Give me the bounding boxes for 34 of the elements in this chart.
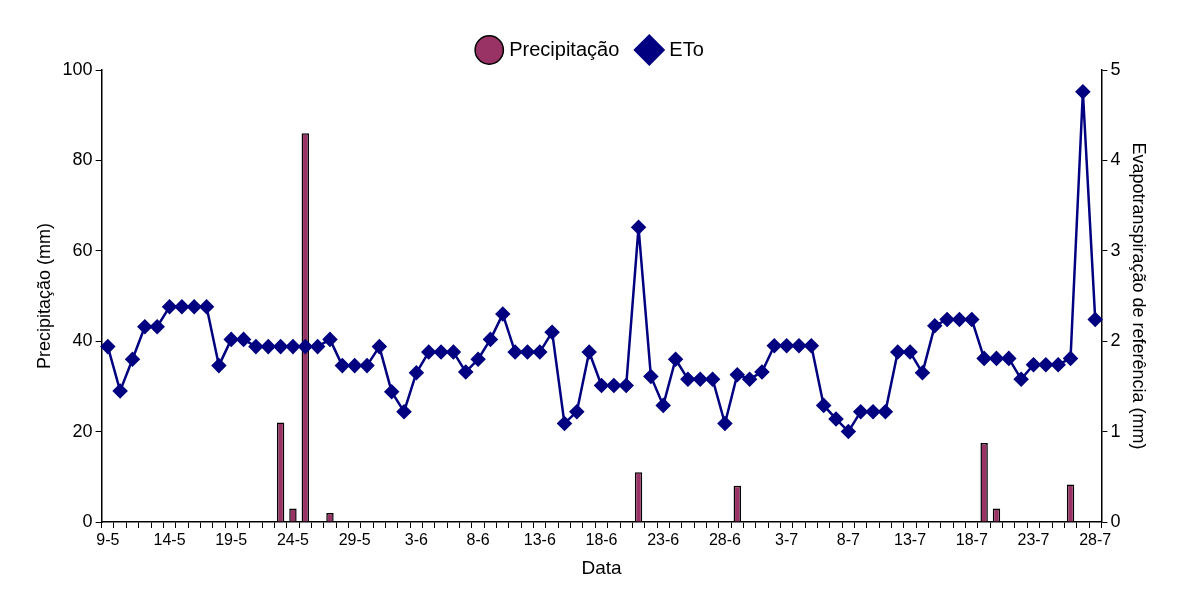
y-tick-label: 60 — [72, 239, 93, 260]
y-tick-label: 20 — [72, 420, 93, 441]
x-axis-title: Data — [581, 556, 623, 578]
x-tick-label: 28-7 — [1079, 531, 1112, 549]
x-tick-label: 3-7 — [775, 531, 799, 549]
x-tick-label: 23-6 — [647, 531, 680, 549]
x-tick-label: 3-6 — [404, 531, 429, 549]
x-tick-label: 8-6 — [466, 531, 490, 549]
x-tick-label: 14-5 — [153, 531, 186, 549]
x-tick-label: 24-5 — [276, 531, 310, 549]
y-tick-label: 100 — [62, 58, 93, 79]
y2-tick-label: 4 — [1110, 149, 1121, 170]
x-tick-label: 19-5 — [215, 531, 248, 549]
y-axis-title: Precipitação (mm) — [33, 222, 54, 370]
legend-label: ETo — [669, 37, 704, 60]
x-tick-label: 13-7 — [894, 531, 927, 549]
x-tick-label: 28-6 — [708, 531, 742, 549]
x-tick-label: 9-5 — [96, 531, 120, 549]
y-tick-label: 0 — [82, 510, 93, 531]
y2-tick-label: 2 — [1110, 330, 1121, 351]
y2-tick-label: 5 — [1110, 58, 1121, 79]
y2-tick-label: 3 — [1110, 239, 1121, 260]
y2-tick-label: 1 — [1110, 420, 1121, 441]
y-tick-label: 40 — [72, 330, 93, 351]
x-tick-label: 18-7 — [955, 531, 988, 549]
y2-axis-title: Evapotranspiração de referência (mm) — [1129, 142, 1150, 450]
x-tick-label: 29-5 — [338, 531, 371, 549]
y-tick-label: 80 — [72, 149, 93, 170]
x-tick-label: 8-7 — [836, 531, 861, 549]
x-tick-label: 18-6 — [585, 531, 618, 549]
x-tick-label: 13-6 — [523, 531, 556, 549]
x-tick-label: 23-7 — [1017, 531, 1050, 549]
legend-label: Precipitação — [509, 37, 620, 60]
y2-tick-label: 0 — [1110, 510, 1121, 531]
